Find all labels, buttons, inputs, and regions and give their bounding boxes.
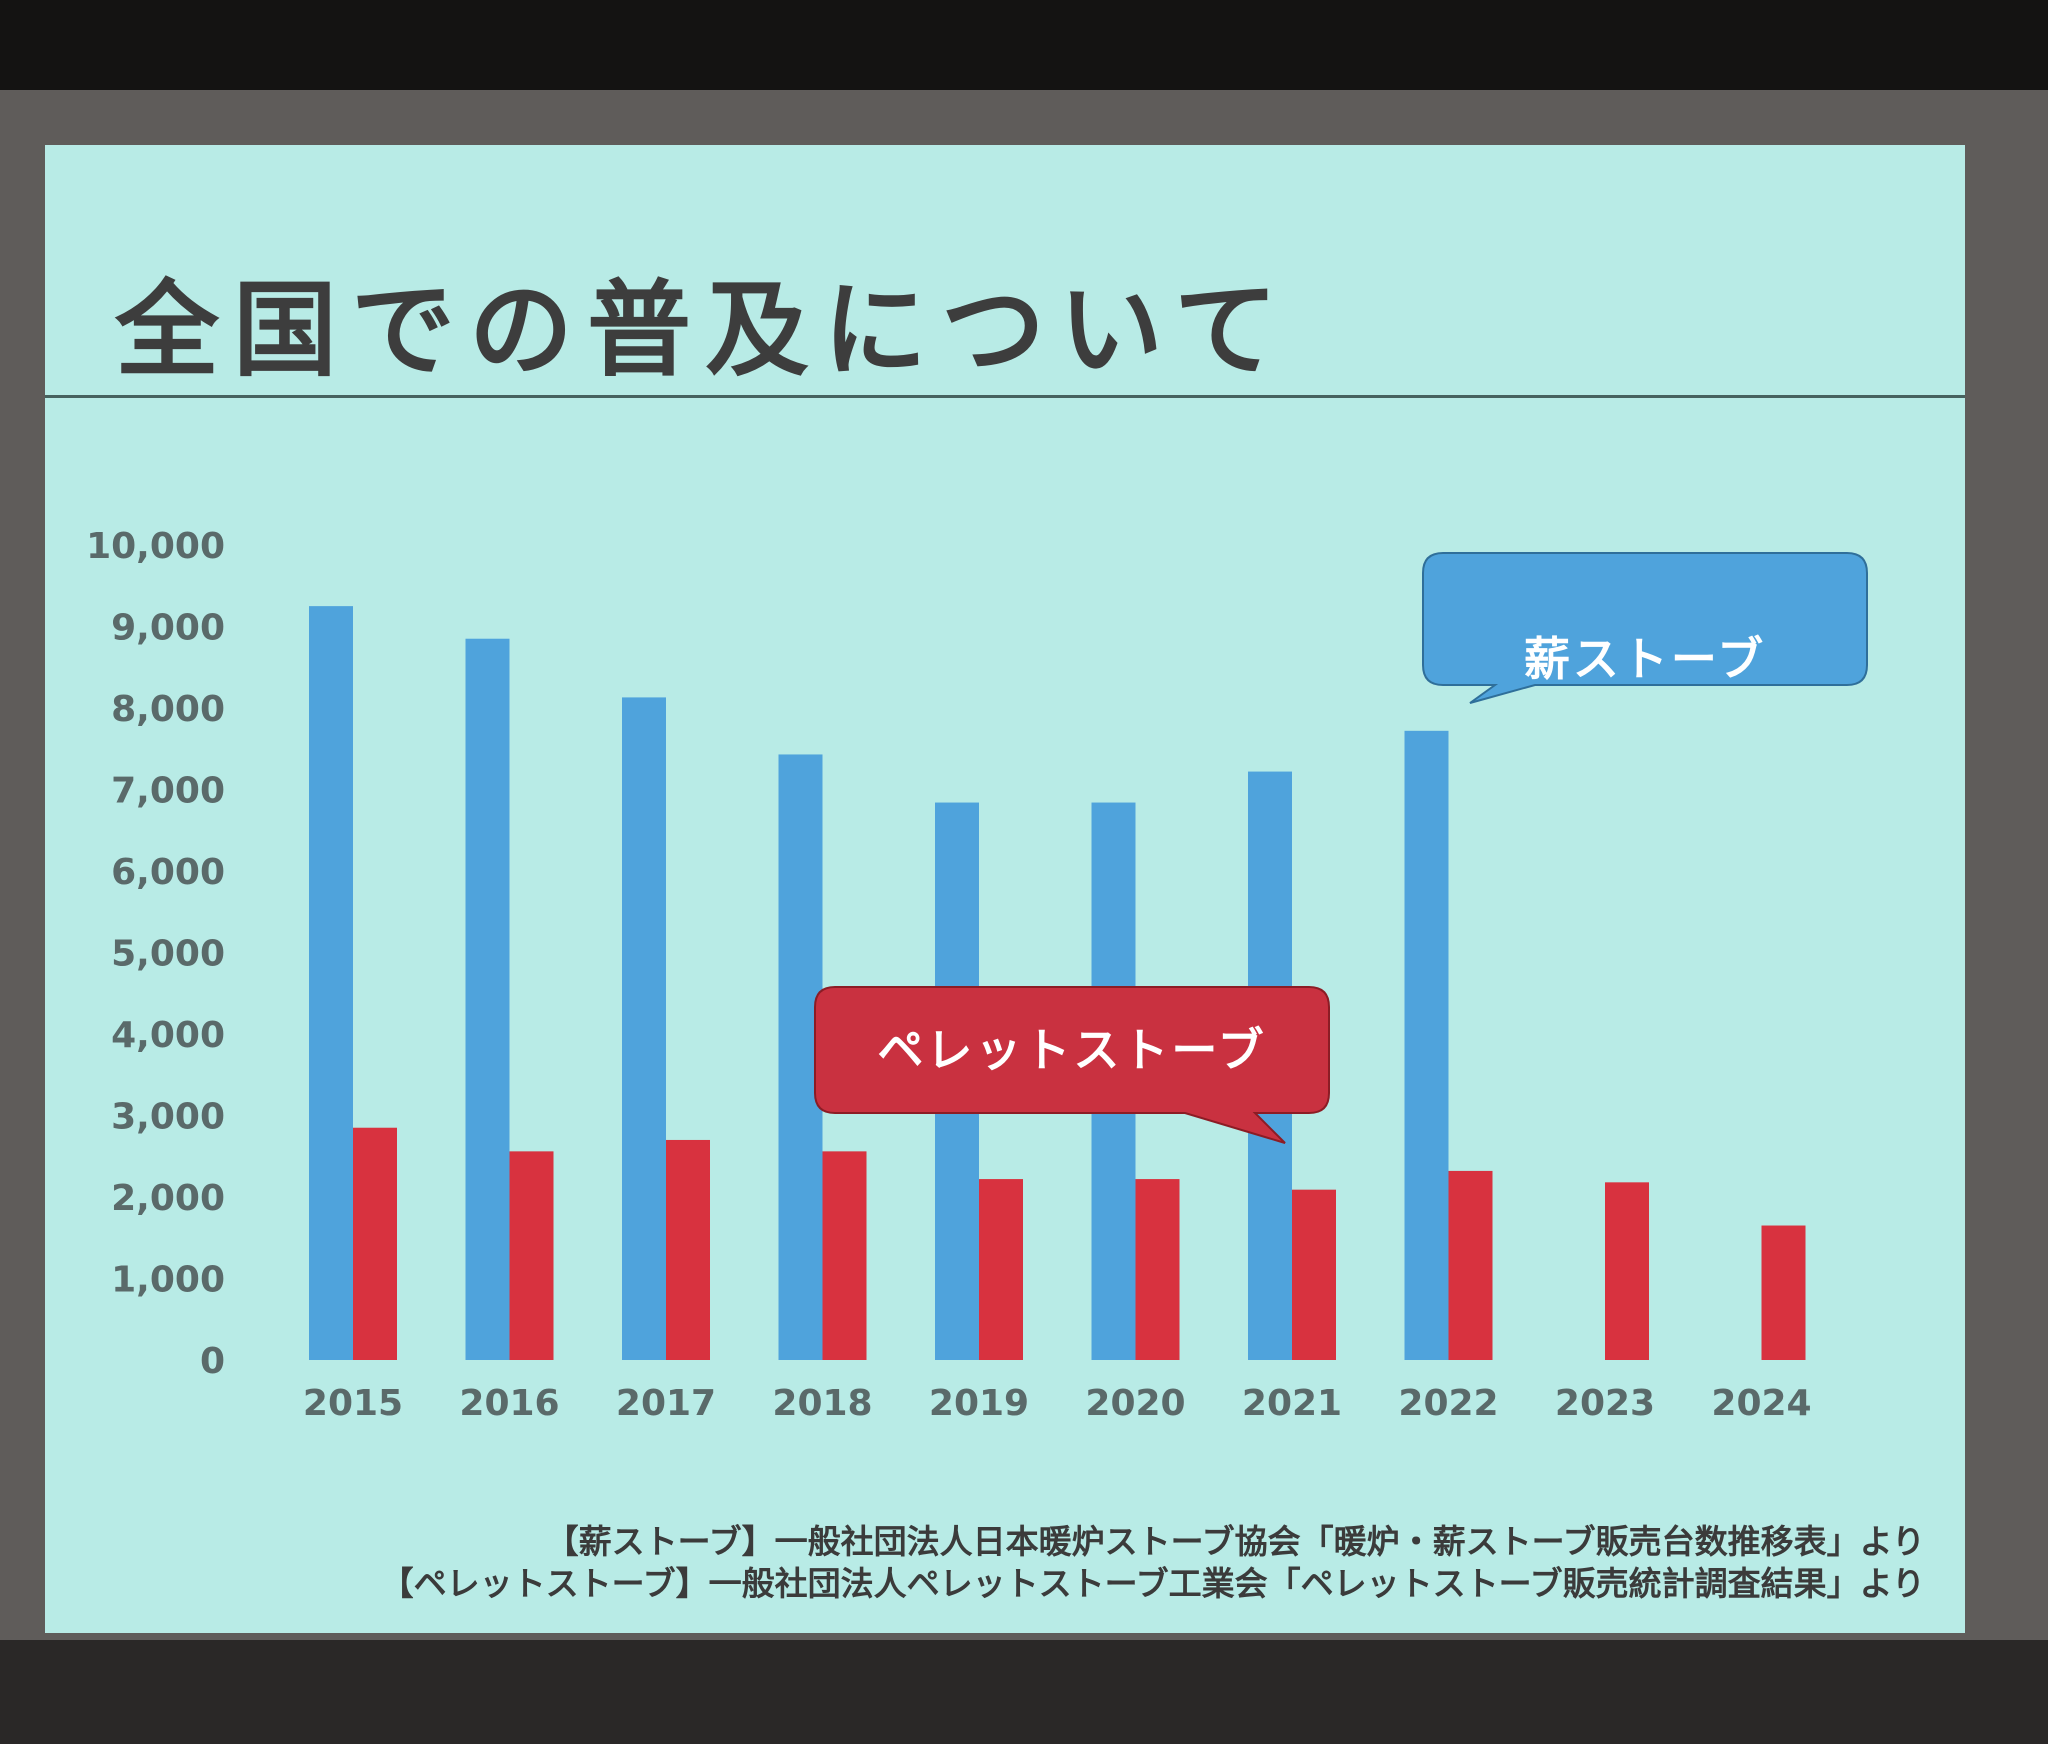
bar-pellet-stove (1448, 1170, 1493, 1360)
y-tick-label: 5,000 (111, 934, 225, 975)
source-note-wood-stove: 【薪ストーブ】一般社団法人日本暖炉ストーブ協会「暖炉・薪ストーブ販売台数推移表」… (545, 1522, 1925, 1561)
title-divider (45, 395, 1965, 398)
y-tick-label: 7,000 (111, 771, 225, 812)
bar-wood-stove (1404, 730, 1449, 1360)
x-tick-label: 2022 (1398, 1383, 1498, 1424)
bar-pellet-stove (509, 1151, 554, 1360)
y-tick-label: 9,000 (111, 608, 225, 649)
bar-pellet-stove (353, 1127, 397, 1360)
legend-callout-wood-stove: 薪ストーブ (1523, 632, 1767, 686)
y-tick-label: 4,000 (111, 1015, 225, 1056)
room-background-top (0, 0, 2048, 90)
bar-pellet-stove (822, 1151, 867, 1360)
bar-pellet-stove (1135, 1179, 1180, 1360)
x-tick-label: 2016 (459, 1383, 559, 1424)
bar-pellet-stove (979, 1179, 1023, 1360)
x-tick-label: 2019 (929, 1383, 1029, 1424)
room-background-bottom (0, 1640, 2048, 1744)
bar-pellet-stove (1761, 1225, 1806, 1360)
y-tick-label: 0 (200, 1341, 225, 1382)
y-tick-label: 10,000 (86, 526, 225, 567)
callout-bubble-pellet-stove (814, 986, 1330, 1144)
legend-callout-pellet-stove: ペレットストーブ (877, 1023, 1267, 1077)
y-tick-label: 1,000 (111, 1260, 225, 1301)
bar-wood-stove (622, 697, 666, 1360)
x-tick-label: 2021 (1242, 1383, 1342, 1424)
bar-wood-stove (309, 606, 353, 1360)
y-tick-label: 2,000 (111, 1178, 225, 1219)
bar-pellet-stove (666, 1139, 710, 1360)
source-note-pellet-stove: 【ペレットストーブ】一般社団法人ペレットストーブ工業会「ペレットストーブ販売統計… (380, 1564, 1925, 1603)
x-tick-label: 2020 (1085, 1383, 1185, 1424)
callout-bubble-wood-stove (1422, 552, 1868, 704)
bar-pellet-stove (1292, 1189, 1336, 1360)
y-tick-label: 8,000 (111, 689, 225, 730)
slide-title: 全国での普及について (115, 269, 1292, 391)
x-tick-label: 2015 (303, 1383, 403, 1424)
x-tick-label: 2023 (1555, 1383, 1655, 1424)
slide: 全国での普及について 10,000 9,000 8,000 7,000 6,000 5,0… (45, 145, 1965, 1633)
x-tick-label: 2024 (1711, 1383, 1811, 1424)
x-tick-label: 2017 (616, 1383, 716, 1424)
bar-chart: 10,000 9,000 8,000 7,000 6,000 5,000 4,000 3,00… (86, 526, 1868, 1424)
bar-wood-stove (465, 638, 510, 1360)
y-tick-label: 3,000 (111, 1097, 225, 1138)
y-tick-label: 6,000 (111, 852, 225, 893)
x-tick-label: 2018 (772, 1383, 872, 1424)
bar-pellet-stove (1605, 1182, 1649, 1360)
